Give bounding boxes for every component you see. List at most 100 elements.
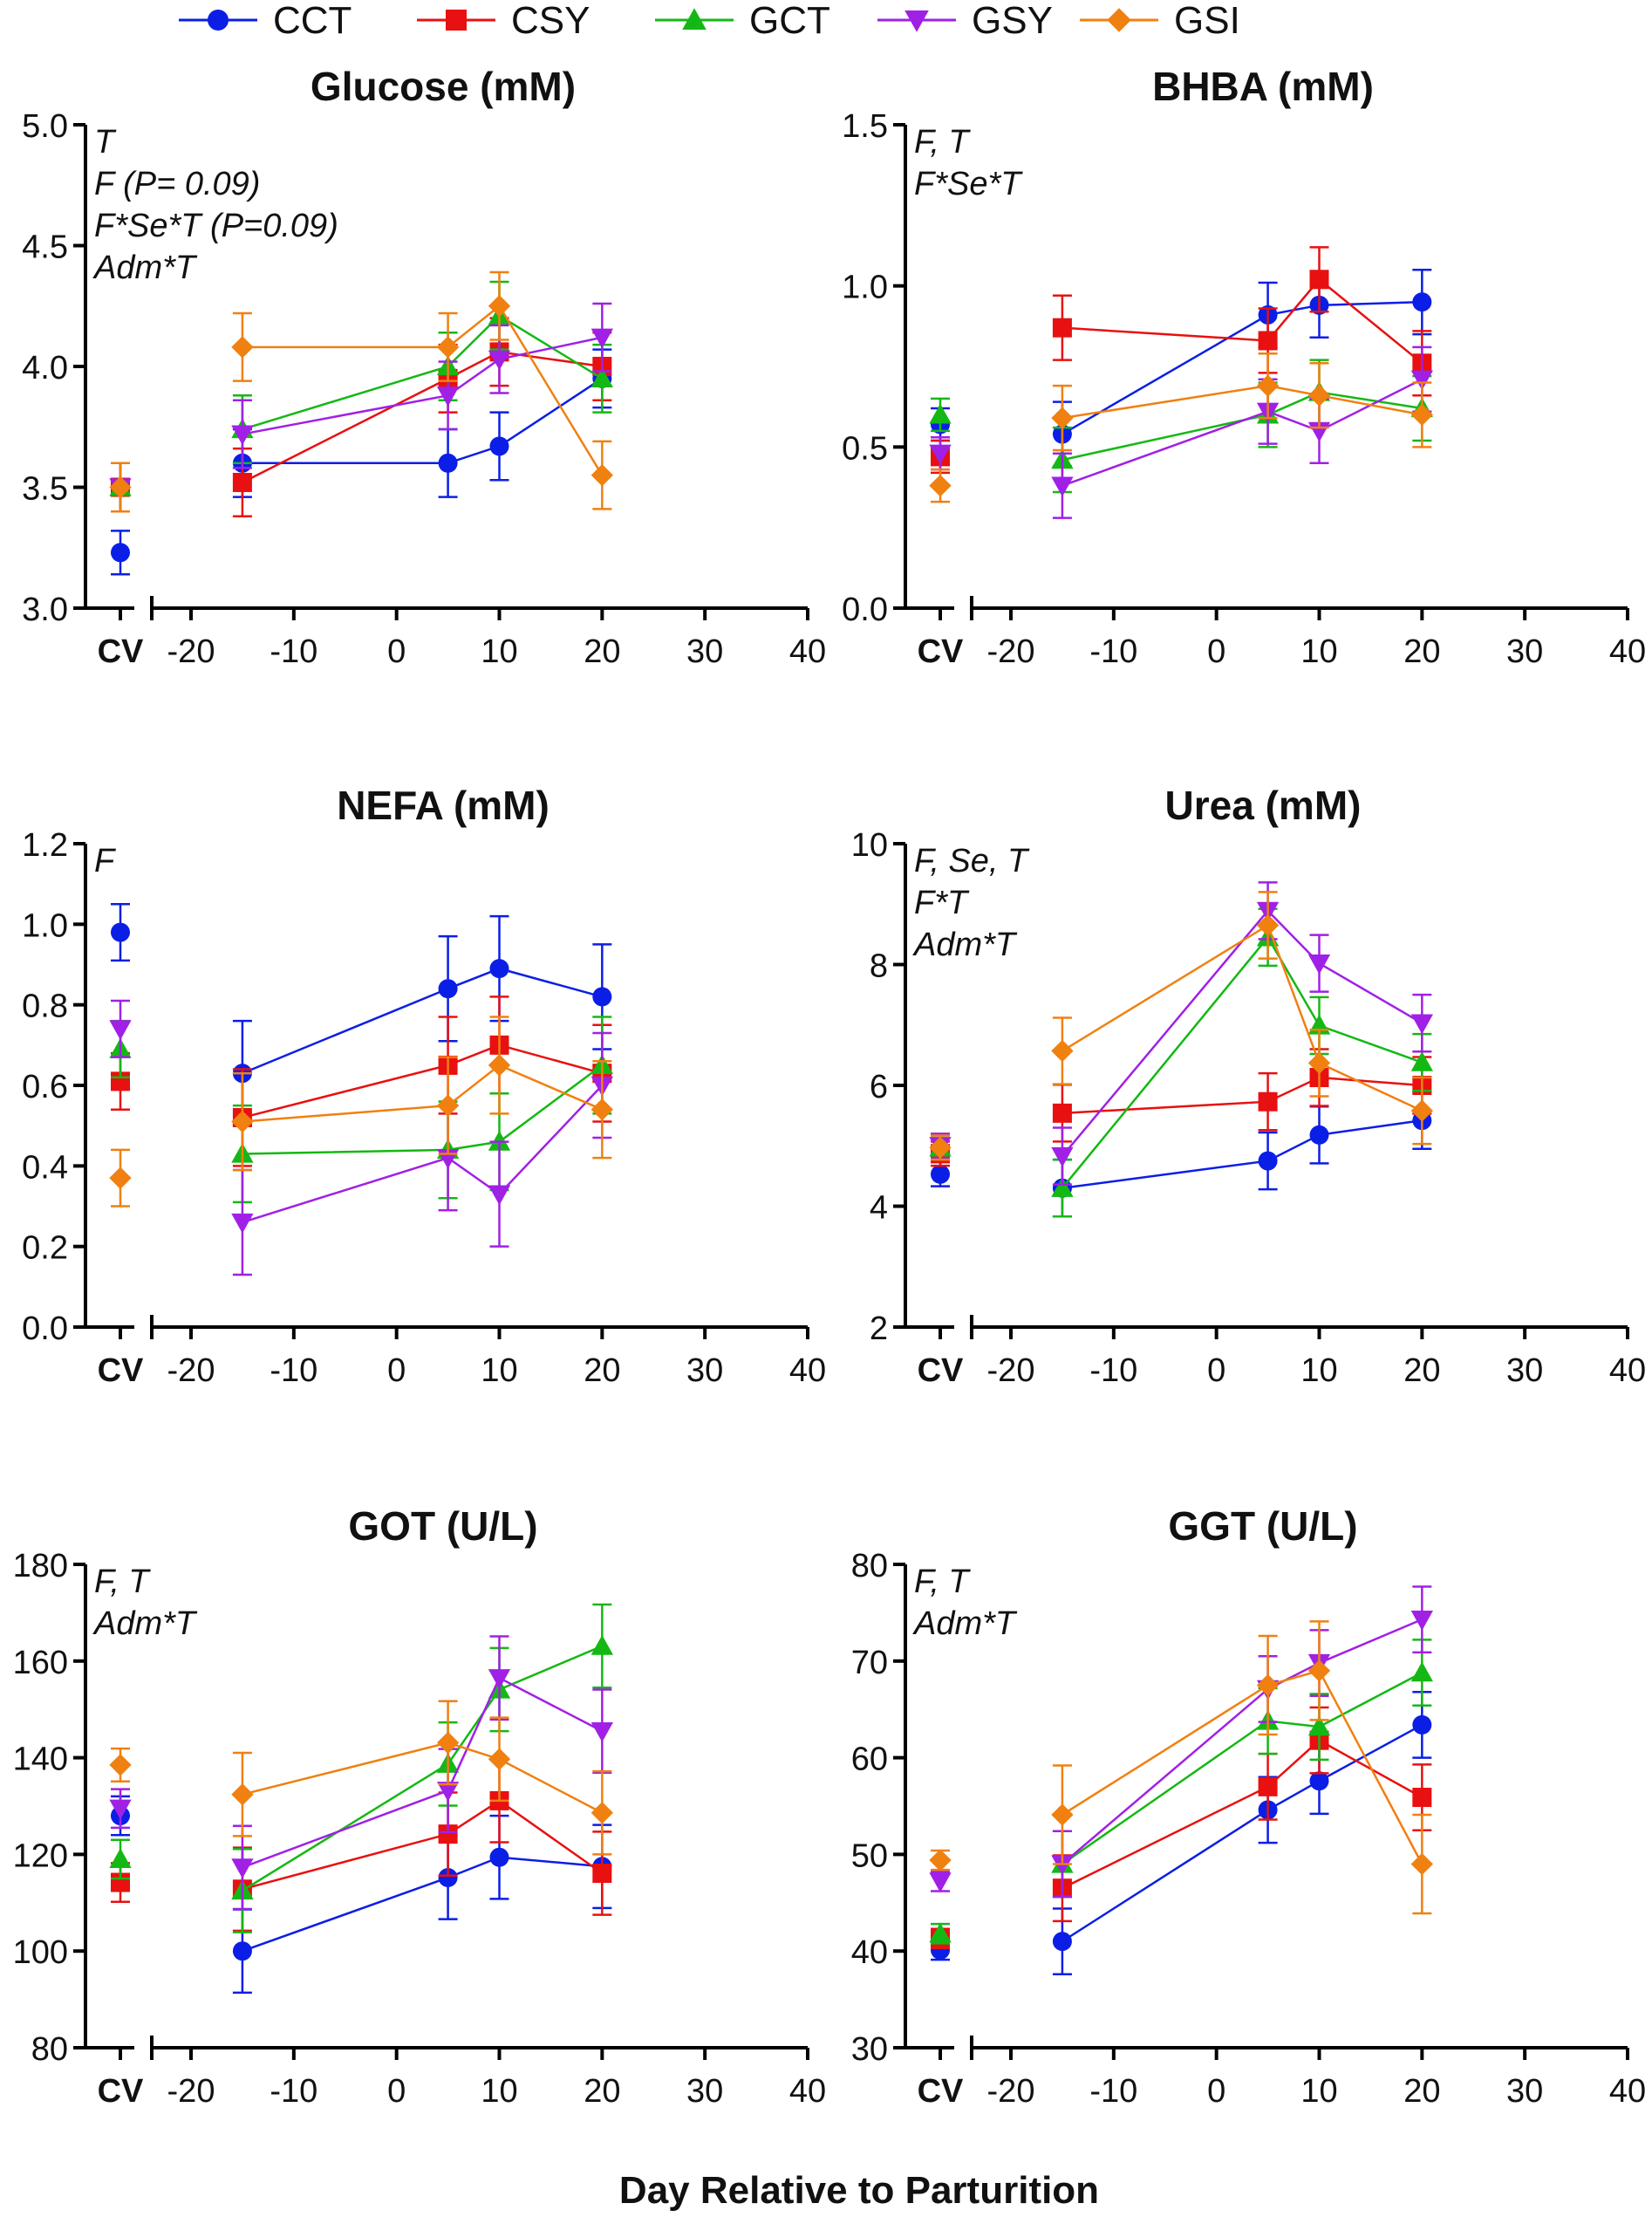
x-tick-label: -20 [167,1352,215,1389]
series-gct [109,280,613,513]
y-tick-label: 4.0 [22,350,68,387]
series-line [242,1856,603,1953]
y-tick-label: 40 [851,1934,888,1971]
series-cct [931,1091,1432,1218]
data-point [590,367,613,387]
x-tick-label: 20 [1403,1352,1440,1389]
x-tick-label: -10 [1089,1352,1137,1389]
series-gsy [109,302,613,513]
data-point [590,1634,613,1655]
legend-label: CSY [511,0,590,42]
legend-item-gsy: GSY [877,0,1053,42]
series-gsi [929,1620,1433,1915]
series-csy [111,1758,612,1933]
data-point-cv [109,1020,132,1041]
x-tick-label: 30 [686,633,723,670]
series-line [242,967,603,1075]
x-tick-label-cv: CV [98,1352,144,1389]
x-tick-label: 30 [686,2073,723,2110]
stat-annotation: Adm*T [912,1605,1018,1642]
data-point [1051,1039,1074,1063]
legend-label: CCT [273,0,352,42]
y-tick-label: 120 [13,1837,68,1874]
data-point [231,1213,254,1234]
data-point [488,1669,511,1689]
data-point [436,336,460,359]
data-point [1410,1661,1433,1682]
series-gct [109,1603,613,1933]
y-tick-label: 1.0 [22,907,68,944]
x-tick-label: -10 [270,1352,317,1389]
y-tick-label: 60 [851,1741,888,1778]
data-point [1256,374,1280,397]
series-gct [929,359,1433,494]
legend-item-csy: CSY [417,0,590,42]
stat-annotation: F, T [914,124,971,161]
stat-annotation: Adm*T [912,927,1018,963]
x-tick-label: 40 [1609,633,1646,670]
y-tick-label: 70 [851,1645,888,1681]
data-point-cv [109,1167,132,1189]
data-point [232,472,252,492]
y-tick-label: 1.2 [22,827,68,864]
stat-annotation: F (P= 0.09) [94,166,260,202]
data-point [1410,403,1433,427]
x-tick-label: 20 [1403,633,1440,670]
x-tick-label: 0 [1207,1352,1225,1389]
series-gsy [929,346,1433,519]
series-line [242,1064,603,1123]
data-point-cv [109,1848,132,1869]
data-point [1051,1146,1074,1167]
stat-annotation: F, Se, T [914,843,1030,879]
data-point [1307,384,1331,407]
data-point-cv [931,1164,950,1184]
series-gsi [109,1700,613,1856]
stat-annotation: F, T [914,1564,971,1600]
series-line [1062,391,1423,462]
x-tick-label: 30 [1506,2073,1543,2110]
legend-item-gsi: GSI [1080,0,1240,42]
stat-annotation: F*Se*T [914,166,1023,202]
legend-label: GSI [1174,0,1240,42]
data-point [488,1130,511,1151]
series-csy [931,246,1432,475]
data-point [488,1185,511,1206]
series-gsi [109,1016,613,1208]
series-line [1062,1119,1423,1189]
data-point [488,1748,511,1770]
series-line [242,1676,603,1869]
data-point [231,1783,254,1806]
x-tick-label: -10 [270,633,317,670]
data-point [1410,1852,1433,1876]
y-tick-label: 0.8 [22,989,68,1025]
x-tick-label-cv: CV [98,633,144,670]
data-point [1410,370,1433,391]
y-tick-label: 0.4 [22,1149,68,1186]
y-tick-label: 3.0 [22,592,68,628]
data-point [1051,476,1074,497]
data-point [438,1867,458,1887]
series-line [242,377,604,465]
y-tick-label: 80 [31,2031,68,2068]
panel-4: Urea (mM) 2 4 6 8 10 CV -20 -10 0 10 20 30 40 F, Se, T… [851,783,1646,1389]
y-tick-label: 6 [870,1069,888,1105]
x-tick-label: -20 [987,1352,1035,1389]
data-point [436,1731,460,1755]
series-gsi [109,270,613,513]
stat-annotation: F*T [914,885,970,921]
data-point [1410,1611,1433,1631]
series-cct [931,1691,1432,1976]
y-tick-label: 8 [870,948,888,985]
x-tick-label: 30 [1506,633,1543,670]
series-cct [111,348,612,576]
data-point [1307,1051,1331,1075]
panel-5: GOT (U/L) 80 100 120 140 160 180 CV -20 -10 0 10 20 3… [13,1503,827,2110]
data-point [436,1094,460,1117]
data-point [1256,1673,1280,1697]
legend-label: GCT [749,0,830,42]
data-point [489,1847,509,1867]
series-gsy [109,1635,613,1911]
y-tick-label: 0.5 [842,430,888,467]
data-point-cv [929,1136,952,1159]
panel-title: GOT (U/L) [348,1503,537,1549]
